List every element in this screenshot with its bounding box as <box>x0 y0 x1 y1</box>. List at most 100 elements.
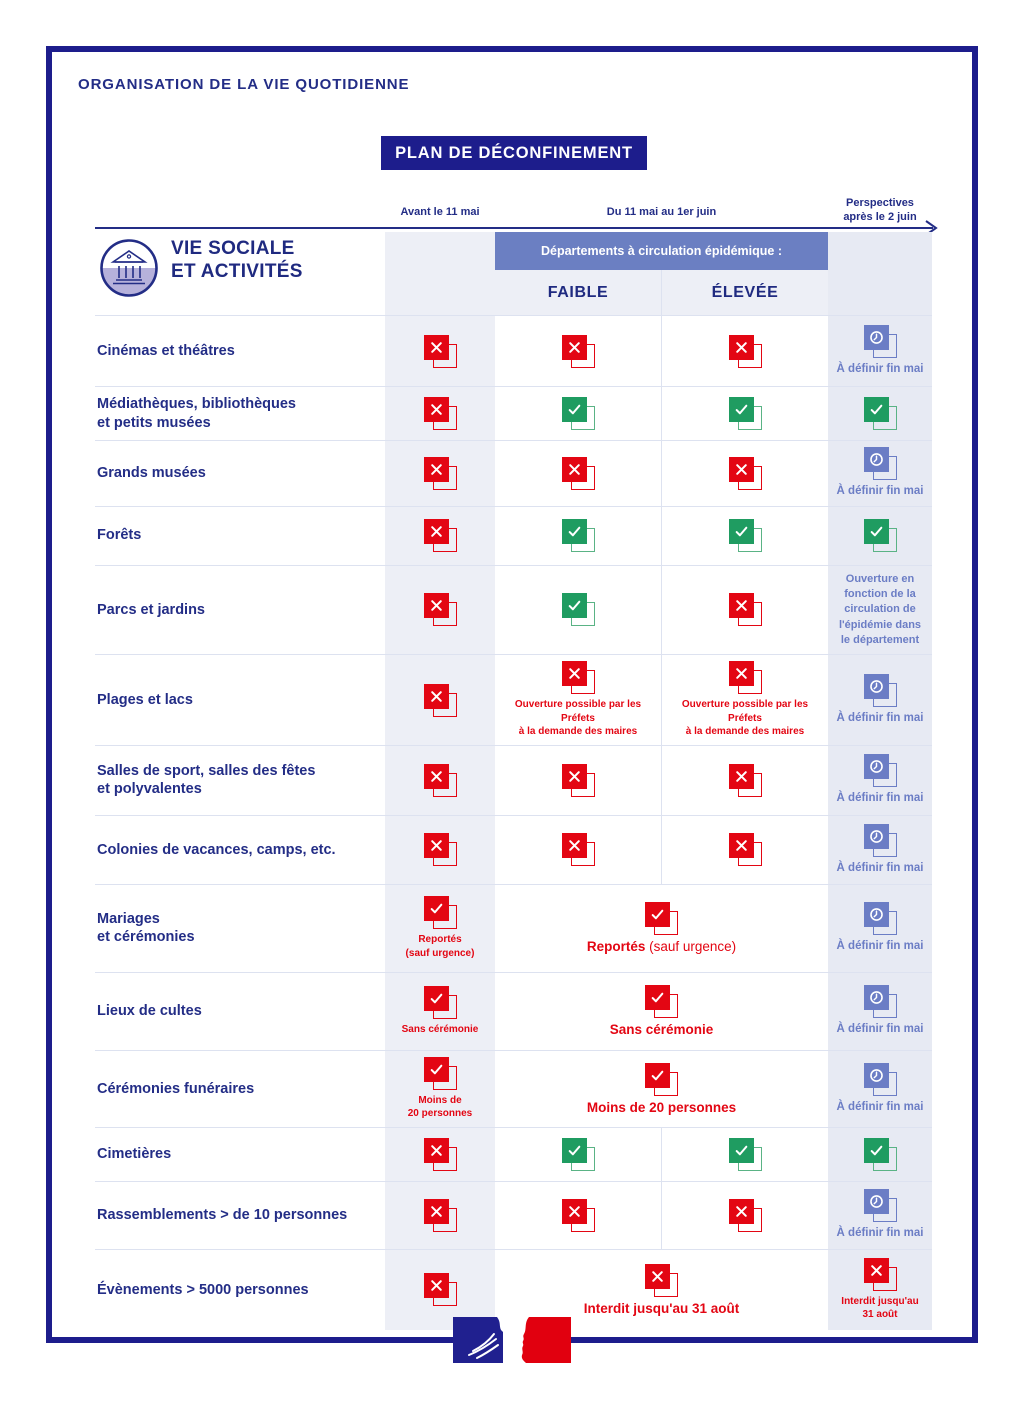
clock-icon <box>863 902 897 936</box>
cell-11-mai-1er-juin-merged: Sans cérémonie <box>495 972 828 1050</box>
cell-perspectives: À définir fin mai <box>828 655 932 745</box>
restricted-check-icon <box>645 1062 678 1096</box>
cell-elevee: Ouverture possible par les Préfets à la … <box>661 655 828 745</box>
icon-front-square <box>561 1198 587 1224</box>
prohibited-icon <box>561 1198 595 1232</box>
cell-perspectives: À définir fin mai <box>828 1050 932 1127</box>
status-caption: Reportés (sauf urgence) <box>405 934 475 959</box>
cell-elevee <box>661 815 828 884</box>
table-row: Forêts <box>95 505 932 565</box>
prohibited-icon <box>728 456 762 490</box>
prohibited-icon <box>423 593 457 627</box>
prohibited-icon <box>423 1198 457 1232</box>
icon-front-square <box>728 397 754 422</box>
cell-elevee <box>661 441 828 506</box>
clock-icon <box>863 823 897 857</box>
table-row: Médiathèques, bibliothèques et petits mu… <box>95 386 932 440</box>
cell-elevee <box>661 565 828 655</box>
prohibited-icon <box>423 763 457 797</box>
prohibited-icon <box>561 661 595 695</box>
prohibited-icon <box>423 683 457 717</box>
cell-before-11-mai <box>385 815 495 884</box>
prohibited-icon <box>423 519 457 553</box>
prohibited-icon <box>728 763 762 797</box>
icon-front-square <box>423 986 449 1012</box>
cell-before-11-mai <box>385 655 495 745</box>
icon-front-square <box>423 683 449 709</box>
cell-before-11-mai <box>385 745 495 815</box>
restricted-check-icon <box>645 985 678 1019</box>
cell-perspectives <box>828 387 932 440</box>
icon-front-square <box>645 902 670 928</box>
cell-before-11-mai <box>385 565 495 655</box>
cell-11-mai-1er-juin-merged: Moins de 20 personnes <box>495 1050 828 1127</box>
prohibited-icon <box>423 1137 457 1171</box>
allowed-icon <box>561 519 595 553</box>
row-label: Cimetières <box>95 1127 385 1181</box>
activity-table: VIE SOCIALE ET ACTIVITÉS Départements à … <box>95 232 932 1330</box>
table-row: Salles de sport, salles des fêtes et pol… <box>95 744 932 815</box>
table-body: Cinémas et théâtres À définir fin mai Médi… <box>95 315 932 1330</box>
header-perspectives-spacer <box>828 232 932 315</box>
icon-front-square <box>728 833 754 859</box>
status-caption: Ouverture possible par les Préfets à la … <box>514 699 642 738</box>
french-republic-logo <box>453 1316 571 1364</box>
row-label: Cérémonies funéraires <box>95 1050 385 1127</box>
status-caption: Interdit jusqu'au 31 août <box>841 1295 919 1321</box>
icon-front-square <box>561 833 587 859</box>
icon-front-square <box>728 593 754 619</box>
cell-faible <box>495 565 661 655</box>
epidemic-banner: Départements à circulation épidémique : <box>495 232 828 270</box>
prohibited-icon <box>728 1198 762 1232</box>
icon-front-square <box>863 447 889 472</box>
prohibited-icon <box>728 334 762 368</box>
status-caption: Reportés (sauf urgence) <box>586 939 737 955</box>
subcol-elevee: ÉLEVÉE <box>661 270 828 315</box>
icon-front-square <box>423 833 449 859</box>
cell-before-11-mai: Sans cérémonie <box>385 972 495 1050</box>
icon-front-square <box>423 397 449 422</box>
icon-front-square <box>863 1189 889 1215</box>
cell-faible <box>495 387 661 440</box>
icon-front-square <box>561 397 587 422</box>
cell-faible <box>495 316 661 386</box>
cell-perspectives: À définir fin mai <box>828 815 932 884</box>
page-title: PLAN DE DÉCONFINEMENT <box>381 136 647 170</box>
row-label: Médiathèques, bibliothèques et petits mu… <box>95 387 385 440</box>
cell-faible <box>495 506 661 565</box>
row-label: Grands musées <box>95 441 385 506</box>
table-row: Lieux de cultes Sans cérémonie Sans cérémo… <box>95 971 932 1050</box>
table-row: Cimetières <box>95 1126 932 1181</box>
cell-faible <box>495 1127 661 1181</box>
icon-front-square <box>423 519 449 545</box>
icon-front-square <box>561 1137 587 1163</box>
icon-front-square <box>423 896 449 922</box>
row-label: Forêts <box>95 506 385 565</box>
timeline-col-before: Avant le 11 mai <box>400 206 480 218</box>
prohibited-icon <box>561 833 595 867</box>
icon-front-square <box>863 519 889 545</box>
icon-front-square <box>561 661 587 687</box>
prohibited-icon <box>645 1263 678 1297</box>
restricted-check-icon <box>423 1056 457 1090</box>
icon-front-square <box>728 334 754 360</box>
icon-front-square <box>728 763 754 789</box>
status-caption: À définir fin mai <box>836 861 924 874</box>
cell-faible <box>495 745 661 815</box>
table-row: Plages et lacs Ouverture possible par les… <box>95 654 932 745</box>
icon-front-square <box>645 1062 670 1088</box>
cell-before-11-mai <box>385 441 495 506</box>
cell-perspectives: À définir fin mai <box>828 884 932 972</box>
status-caption: Sans cérémonie <box>609 1022 714 1038</box>
icon-front-square <box>423 1198 449 1224</box>
row-label: Rassemblements > de 10 personnes <box>95 1181 385 1249</box>
prohibited-icon <box>728 661 762 695</box>
cell-elevee <box>661 1127 828 1181</box>
icon-front-square <box>423 334 449 360</box>
clock-icon <box>863 1189 897 1223</box>
icon-front-square <box>728 1198 754 1224</box>
row-label: Évènements > 5000 personnes <box>95 1249 385 1330</box>
cell-elevee <box>661 1181 828 1249</box>
table-row: Parcs et jardins Ouverture en fonction de… <box>95 564 932 655</box>
icon-front-square <box>728 456 754 482</box>
